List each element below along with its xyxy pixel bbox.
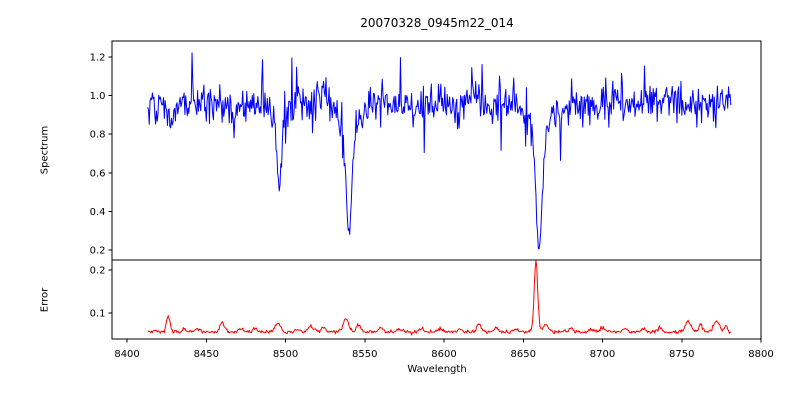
spectrum-y-tick-label: 0.8 (90, 130, 106, 141)
spectrum-y-tick-label: 0.6 (90, 168, 106, 179)
x-tick-label: 8550 (352, 349, 377, 360)
x-tick-label: 8500 (273, 349, 298, 360)
spectrum-panel-frame (111, 40, 762, 261)
spectrum-y-tick-label: 0.2 (90, 245, 106, 256)
x-tick-label: 8800 (748, 349, 773, 360)
x-tick-label: 8400 (114, 349, 139, 360)
chart-title: 20070328_0945m22_014 (360, 16, 514, 30)
spectrum-y-tick-label: 1.0 (90, 91, 106, 102)
spectrum-line (147, 52, 732, 250)
error-y-tick-label: 0.2 (90, 266, 106, 277)
x-tick-label: 8650 (511, 349, 536, 360)
error-line (147, 260, 732, 336)
spectrum-y-tick-label: 1.2 (90, 53, 106, 64)
error-y-tick-label: 0.1 (90, 308, 106, 319)
x-tick-label: 8600 (431, 349, 456, 360)
x-axis-label: Wavelength (407, 364, 467, 375)
x-tick-label: 8450 (194, 349, 219, 360)
x-tick-label: 8750 (669, 349, 694, 360)
x-tick-label: 8700 (590, 349, 615, 360)
error-panel-frame (111, 259, 762, 340)
spectrum-y-tick-label: 0.4 (90, 207, 106, 218)
